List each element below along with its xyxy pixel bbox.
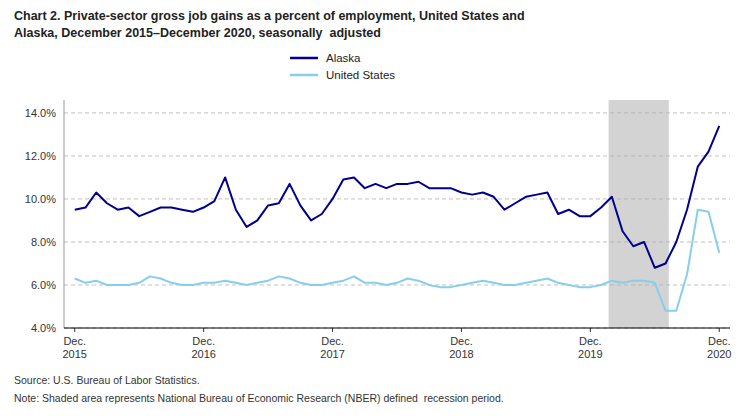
annotation: Source: U.S. Bureau of Labor Statistics.: [14, 374, 200, 386]
y-tick-label: 4.0%: [31, 322, 56, 334]
series-line: [75, 126, 720, 268]
x-tick-label: Dec.2017: [320, 335, 344, 360]
grid-line: [64, 112, 730, 113]
x-tick: [332, 328, 333, 332]
series-line: [75, 210, 720, 311]
x-tick-label: Dec.2015: [62, 335, 86, 360]
legend-label: Alaska: [326, 52, 361, 64]
chart: Chart 2. Private-sector gross job gains …: [0, 0, 750, 420]
x-tick: [203, 328, 204, 332]
legend-label: United States: [326, 69, 395, 81]
grid-line: [64, 155, 730, 156]
grid-line: [64, 328, 730, 329]
x-axis-line: [64, 328, 730, 329]
x-tick-label: Dec.2019: [578, 335, 602, 360]
annotation: Note: Shaded area represents National Bu…: [14, 392, 504, 404]
y-tick-label: 14.0%: [25, 107, 56, 119]
lines-group: [75, 126, 720, 311]
x-tick-label: Dec.2018: [449, 335, 473, 360]
x-tick: [74, 328, 75, 332]
grid-line: [64, 284, 730, 285]
legend-swatch: [290, 57, 318, 60]
y-tick-label: 6.0%: [31, 279, 56, 291]
y-axis-line: [64, 100, 65, 328]
legend-swatch: [290, 74, 318, 77]
grid-line: [64, 198, 730, 199]
y-tick-label: 10.0%: [25, 193, 56, 205]
title: Chart 2. Private-sector gross job gains …: [14, 9, 525, 40]
x-tick: [590, 328, 591, 332]
x-tick-label: Dec.2016: [191, 335, 215, 360]
x-tick-label: Dec.2020: [707, 335, 731, 360]
y-tick-label: 8.0%: [31, 236, 56, 248]
x-tick: [719, 328, 720, 332]
x-tick: [461, 328, 462, 332]
y-tick-label: 12.0%: [25, 150, 56, 162]
